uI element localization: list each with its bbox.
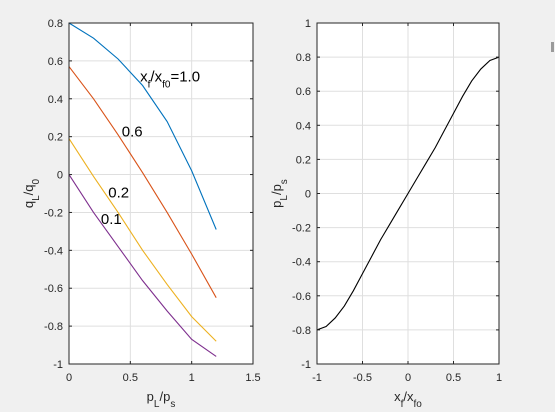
- x-axis-label: pL/ps: [147, 389, 176, 410]
- y-tick-label: 0.2: [296, 154, 311, 166]
- y-tick-label: 0.2: [48, 132, 63, 144]
- x-tick-label: 0.5: [446, 372, 461, 384]
- y-tick-label: 0: [305, 189, 311, 201]
- y-tick-label: 0.6: [48, 56, 63, 68]
- y-tick-label: 0.6: [296, 86, 311, 98]
- series-line-2: [68, 66, 217, 298]
- y-tick-label: -0.2: [44, 207, 63, 219]
- curve-annotation: xf/xf0=1.0: [140, 69, 200, 91]
- y-tick-label: 0.4: [296, 120, 311, 132]
- series-line-1: [68, 22, 217, 230]
- y-tick-label: -0.8: [44, 321, 63, 333]
- curve-annotation: 0.1: [101, 211, 122, 228]
- y-tick-label: -0.6: [292, 291, 311, 303]
- y-tick-label: 0: [57, 170, 63, 182]
- y-tick-label: -0.4: [292, 257, 311, 269]
- y-tick-label: 0.8: [296, 52, 311, 64]
- x-tick-label: 1: [496, 372, 502, 384]
- figure-edge-toolbar-mark: [551, 42, 554, 52]
- x-axis-label: xf/xfo: [394, 389, 422, 410]
- x-tick-label: -0.5: [353, 372, 372, 384]
- x-tick-label: 0: [405, 372, 411, 384]
- x-tick-label: 0.5: [123, 372, 138, 384]
- x-tick-label: 0: [66, 372, 72, 384]
- right-plot: -1 -0.5 0 0.5 1 -1 -0.8 -0.6 -0.4 -0.2 0 0.2 0.4 0.6 0…: [269, 18, 502, 410]
- x-tick-label: -1: [312, 372, 322, 384]
- y-tick-label: -1: [53, 359, 63, 371]
- y-tick-label: -0.8: [292, 325, 311, 337]
- x-tick-label: 1.5: [245, 372, 260, 384]
- y-tick-label: -0.4: [44, 245, 63, 257]
- axes-frame: [68, 22, 254, 365]
- series-line-3: [68, 138, 217, 342]
- y-tick-label: 1: [305, 18, 311, 30]
- y-axis-label: pL/ps: [269, 179, 290, 208]
- y-tick-label: -0.6: [44, 283, 63, 295]
- left-plot: 0 0.5 1 1.5 -1 -0.8 -0.6 -0.4 -0.2 0 0.2 0.4 0.6 0.8 p…: [21, 18, 261, 410]
- y-tick-label: -0.2: [292, 223, 311, 235]
- y-axis-label: qL/q0: [21, 178, 42, 208]
- series-line-1: [316, 56, 500, 331]
- curve-annotation: 0.6: [122, 124, 143, 141]
- axes-background: [69, 23, 253, 364]
- y-tick-label: 0.8: [48, 18, 63, 30]
- y-tick-label: 0.4: [48, 94, 63, 106]
- x-tick-label: 1: [189, 372, 195, 384]
- series-line-4: [68, 174, 217, 357]
- curve-annotation: 0.2: [108, 184, 129, 201]
- y-tick-label: -1: [301, 359, 311, 371]
